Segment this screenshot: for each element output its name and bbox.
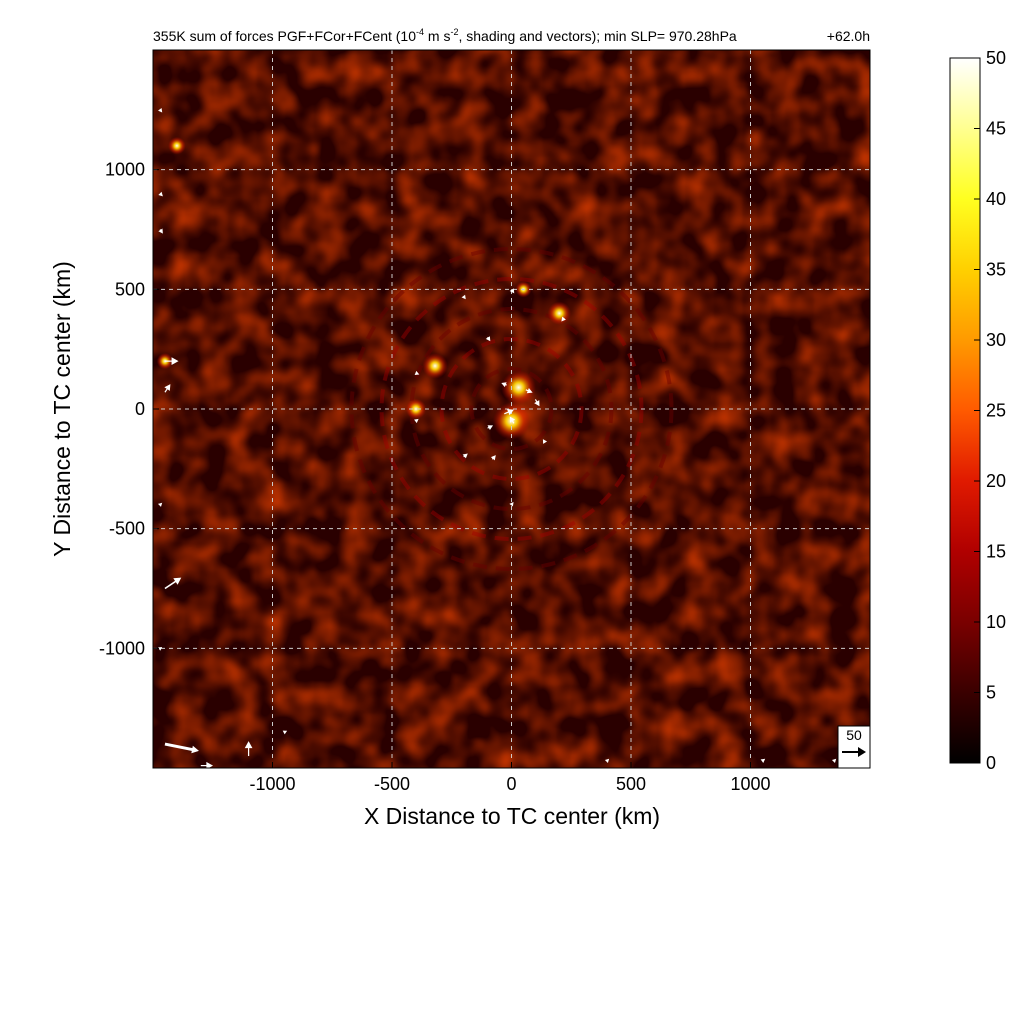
colorbar-tick-label: 15 (986, 542, 1006, 562)
force-vector (487, 425, 494, 430)
force-vector (485, 336, 491, 342)
colorbar-tick-label: 25 (986, 401, 1006, 421)
force-vector (158, 108, 163, 113)
force-vector (831, 758, 837, 764)
force-vector (200, 761, 214, 768)
heatmap-hotspot (405, 398, 427, 420)
x-axis: -1000 -500 0 500 1000 (249, 762, 771, 794)
heatmap-hotspot (422, 353, 448, 379)
colorbar: 0 5 10 15 20 25 30 35 40 45 50 (949, 48, 1006, 773)
colorbar-tick-label: 35 (986, 260, 1006, 280)
force-vector (164, 357, 179, 365)
force-vector (462, 453, 468, 459)
force-vector (525, 387, 533, 394)
force-vector (561, 316, 566, 322)
heatmap-hotspot (168, 136, 186, 155)
plot-area (153, 50, 870, 768)
reference-vector-box: 50 (837, 725, 871, 769)
colorbar-ticks: 0 5 10 15 20 25 30 35 40 45 50 (974, 48, 1006, 773)
y-tick-label: 1000 (105, 160, 145, 180)
force-vectors (157, 108, 837, 768)
force-vector (164, 384, 171, 393)
colorbar-tick-label: 0 (986, 753, 996, 773)
y-tick-label: -500 (109, 519, 145, 539)
force-vector (158, 191, 163, 197)
y-tick-label: 500 (115, 279, 145, 299)
colorbar-tick-label: 50 (986, 48, 1006, 68)
force-vector (501, 382, 507, 388)
storm-ring (469, 367, 554, 451)
force-vector (414, 370, 420, 376)
x-tick-label: 1000 (730, 774, 770, 794)
force-vector (282, 730, 288, 735)
force-vector (158, 228, 163, 234)
force-vector (157, 502, 163, 507)
colorbar-tick-label: 5 (986, 683, 996, 703)
time-label: +62.0h (827, 28, 870, 44)
force-vector (504, 409, 514, 416)
y-axis: -1000 -500 0 500 1000 (99, 160, 159, 658)
force-vector (509, 416, 516, 424)
heatmap-hotspot (547, 301, 571, 325)
y-axis-title: Y Distance to TC center (km) (49, 261, 75, 557)
force-vector (534, 399, 540, 407)
force-vector (604, 758, 610, 764)
force-vector (244, 741, 253, 757)
force-vector (542, 439, 548, 444)
colorbar-tick-label: 10 (986, 612, 1006, 632)
colorbar-tick-label: 40 (986, 189, 1006, 209)
force-vector (164, 577, 182, 590)
reference-vector-arrow (842, 747, 866, 757)
force-vector (164, 742, 199, 754)
force-vector (760, 758, 766, 763)
force-vector (461, 294, 466, 300)
x-tick-label: -500 (374, 774, 410, 794)
force-vector (157, 646, 163, 651)
colorbar-tick-label: 30 (986, 330, 1006, 350)
storm-ring (349, 247, 674, 571)
colorbar-tick-label: 45 (986, 119, 1006, 139)
y-tick-label: 0 (135, 399, 145, 419)
force-vector (509, 288, 515, 294)
heatmap-hotspot (501, 370, 536, 405)
x-tick-label: 0 (506, 774, 516, 794)
x-tick-label: 500 (616, 774, 646, 794)
x-tick-label: -1000 (249, 774, 295, 794)
reference-vector-label: 50 (846, 727, 862, 743)
force-vector (509, 502, 514, 507)
force-vector (414, 418, 419, 424)
x-axis-title: X Distance to TC center (km) (364, 803, 660, 829)
y-tick-label: -1000 (99, 638, 145, 658)
chart-title: 355K sum of forces PGF+FCor+FCent (10-4 … (153, 27, 737, 44)
colorbar-tick-label: 20 (986, 471, 1006, 491)
force-vector (490, 455, 496, 461)
